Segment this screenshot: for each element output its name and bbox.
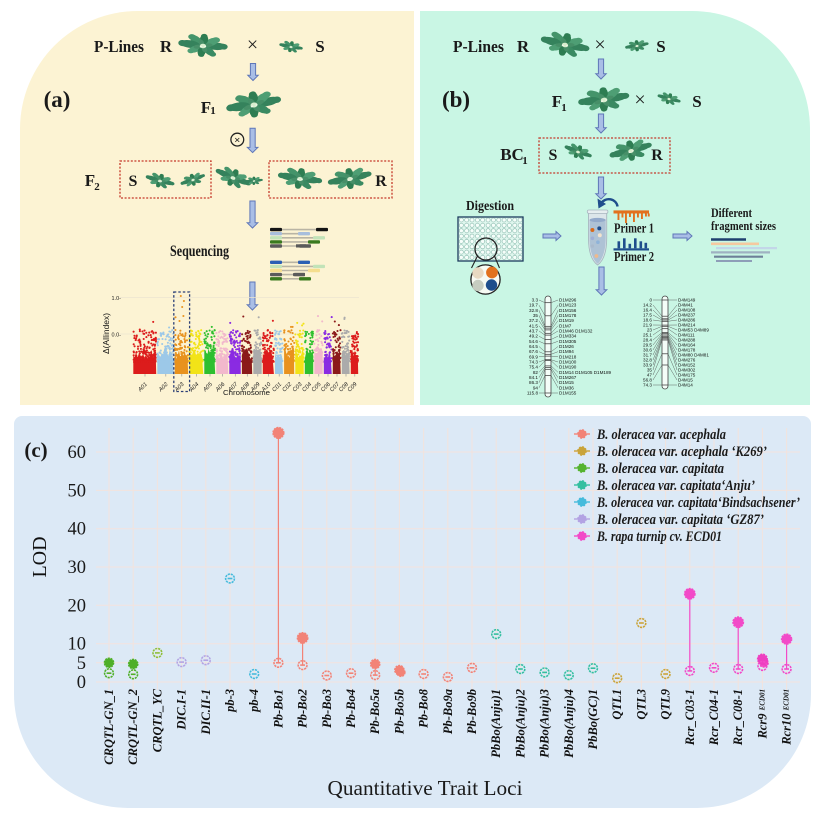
svg-text:Rcr_C08-1: Rcr_C08-1 xyxy=(731,689,745,746)
svg-text:1: 1 xyxy=(561,102,567,114)
svg-text:Rcr_C03-1: Rcr_C03-1 xyxy=(683,689,697,746)
svg-text:CRQTL-GN_1: CRQTL-GN_1 xyxy=(102,689,116,765)
svg-text:P-Lines: P-Lines xyxy=(94,37,144,56)
svg-text:PbBo(Anju)3: PbBo(Anju)3 xyxy=(538,689,552,758)
svg-text:DIC.I-1: DIC.I-1 xyxy=(175,689,189,731)
svg-text:PbBo(Anju)1: PbBo(Anju)1 xyxy=(489,689,503,758)
svg-text:115.8: 115.8 xyxy=(527,391,539,396)
svg-text:S: S xyxy=(549,147,558,164)
svg-text:S: S xyxy=(315,37,324,56)
svg-text:0.0-: 0.0- xyxy=(112,333,122,339)
svg-text:Δ(Allindex): Δ(Allindex) xyxy=(101,313,111,354)
svg-text:Quantitative Trait Loci: Quantitative Trait Loci xyxy=(328,776,523,800)
svg-text:B. oleracea var. capitata: B. oleracea var. capitata xyxy=(596,461,724,477)
svg-text:B. oleracea var. capitata‘Bind: B. oleracea var. capitata‘Bindsachsener’ xyxy=(596,495,800,511)
svg-text:5: 5 xyxy=(77,654,86,674)
svg-text:QTL9: QTL9 xyxy=(659,688,673,719)
svg-text:pb-3: pb-3 xyxy=(223,689,237,713)
svg-text:S: S xyxy=(692,92,701,111)
svg-text:×: × xyxy=(234,134,240,146)
svg-text:DIC.II-1: DIC.II-1 xyxy=(199,689,213,736)
svg-text:LOD: LOD xyxy=(29,536,51,577)
svg-text:(a): (a) xyxy=(44,87,71,112)
svg-text:10: 10 xyxy=(68,635,87,655)
svg-text:QTL3: QTL3 xyxy=(634,689,648,720)
svg-text:CRQTL_YC: CRQTL_YC xyxy=(150,688,164,752)
svg-text:Pb-Bo5a: Pb-Bo5a xyxy=(368,689,382,734)
svg-text:B. oleracea var. capitata‘Anju: B. oleracea var. capitata‘Anju’ xyxy=(596,478,755,494)
svg-text:(c): (c) xyxy=(24,438,47,462)
svg-text:CRQTL-GN_2: CRQTL-GN_2 xyxy=(126,689,140,765)
svg-text:Primer 2: Primer 2 xyxy=(614,249,654,264)
svg-text:R: R xyxy=(160,37,173,56)
svg-text:pb-4: pb-4 xyxy=(247,689,261,713)
svg-text:Pb-Bo5b: Pb-Bo5b xyxy=(392,689,406,734)
svg-text:Pb-Bo4: Pb-Bo4 xyxy=(344,689,358,728)
svg-text:B. oleracea var. acephala ‘K26: B. oleracea var. acephala ‘K269’ xyxy=(596,444,767,460)
svg-text:20: 20 xyxy=(68,596,87,616)
svg-text:2: 2 xyxy=(94,181,100,193)
svg-text:Chromosome: Chromosome xyxy=(223,390,270,397)
svg-text:R: R xyxy=(375,173,387,190)
svg-text:Primer 1: Primer 1 xyxy=(614,221,654,236)
svg-text:D4M14: D4M14 xyxy=(678,383,693,388)
svg-text:1: 1 xyxy=(522,155,528,167)
svg-text:S: S xyxy=(656,37,665,56)
svg-text:Pb-Bo9b: Pb-Bo9b xyxy=(465,689,479,734)
svg-text:1: 1 xyxy=(210,105,216,117)
svg-text:B. oleracea var. capitata ‘GZ8: B. oleracea var. capitata ‘GZ87’ xyxy=(596,512,764,528)
svg-text:PbBo(Anju)4: PbBo(Anju)4 xyxy=(562,689,576,758)
svg-text:Different: Different xyxy=(711,206,753,220)
svg-text:60: 60 xyxy=(68,443,87,463)
svg-text:30: 30 xyxy=(68,558,87,578)
svg-text:PbBo(GC)1: PbBo(GC)1 xyxy=(586,689,600,749)
svg-text:40: 40 xyxy=(68,520,87,540)
svg-text:R: R xyxy=(517,37,530,56)
svg-text:R: R xyxy=(651,147,663,164)
svg-text:P-Lines: P-Lines xyxy=(453,37,504,56)
svg-text:BC: BC xyxy=(500,145,524,164)
svg-text:Pb-Bo3: Pb-Bo3 xyxy=(320,689,334,728)
svg-text:×: × xyxy=(247,34,258,56)
svg-text:Sequencing: Sequencing xyxy=(170,243,229,260)
svg-text:S: S xyxy=(129,173,138,190)
svg-text:×: × xyxy=(594,34,605,56)
svg-text:Digestion: Digestion xyxy=(466,199,514,214)
svg-text:×: × xyxy=(634,89,645,111)
svg-text:50: 50 xyxy=(68,481,87,501)
svg-text:Rcr_C04-1: Rcr_C04-1 xyxy=(707,689,721,746)
svg-text:(b): (b) xyxy=(442,87,470,112)
svg-text:B. oleracea var. acephala: B. oleracea var. acephala xyxy=(596,427,726,443)
svg-text:QTL1: QTL1 xyxy=(610,689,624,720)
svg-text:74.3: 74.3 xyxy=(643,383,652,388)
svg-text:1.0-: 1.0- xyxy=(112,296,122,302)
svg-text:Pb-Bo8: Pb-Bo8 xyxy=(417,688,431,728)
svg-text:B. rapa turnip cv. ECD01: B. rapa turnip cv. ECD01 xyxy=(596,529,722,545)
svg-text:fragment sizes: fragment sizes xyxy=(711,219,776,233)
svg-text:Pb-Bo1: Pb-Bo1 xyxy=(271,689,285,728)
svg-text:0: 0 xyxy=(77,673,86,693)
svg-text:D1M155: D1M155 xyxy=(559,391,577,396)
svg-text:PbBo(Anju)2: PbBo(Anju)2 xyxy=(513,689,527,758)
svg-text:Pb-Bo2: Pb-Bo2 xyxy=(296,689,310,728)
svg-text:Pb-Bo9a: Pb-Bo9a xyxy=(441,689,455,734)
